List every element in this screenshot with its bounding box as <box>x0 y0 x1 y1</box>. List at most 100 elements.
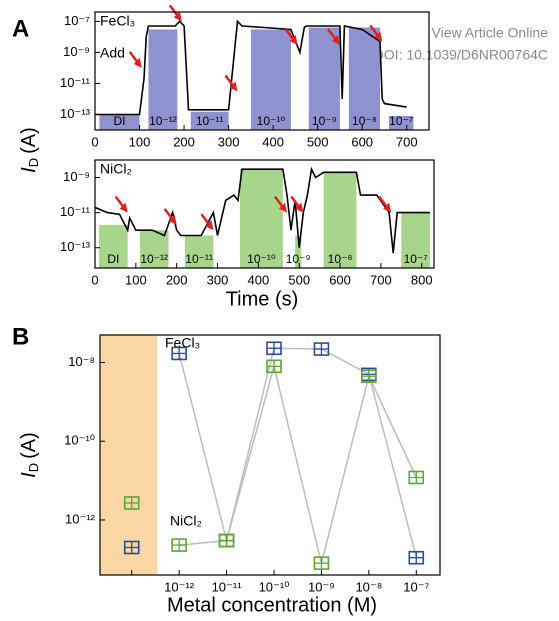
arrow <box>284 28 298 45</box>
arrow-head <box>295 202 304 213</box>
region-label: 10⁻¹⁰ <box>257 114 286 128</box>
arrow-head <box>383 202 392 213</box>
marker <box>313 342 330 356</box>
marker <box>123 540 140 555</box>
x-tick-label: 10⁻¹⁰ <box>259 579 290 594</box>
region <box>308 27 340 130</box>
region-label: 10⁻⁹ <box>312 114 337 128</box>
arrow <box>378 195 392 213</box>
region-label: 10⁻⁹ <box>286 252 311 266</box>
region-label: 10⁻¹² <box>149 114 177 128</box>
arrow <box>200 213 214 231</box>
marker <box>313 556 330 570</box>
region <box>348 27 381 130</box>
region-label: 10⁻⁸ <box>328 252 353 266</box>
x-tick-label: 10⁻⁹ <box>308 579 335 594</box>
x-tick-label: 700 <box>370 272 392 287</box>
x-tick-label: 200 <box>173 134 195 149</box>
marker <box>123 496 140 510</box>
plot-frame <box>94 11 430 131</box>
x-tick-label: 500 <box>307 134 329 149</box>
arrow-head <box>374 31 383 42</box>
x-tick-label: 0 <box>91 272 98 287</box>
y-tick-label: 10⁻⁹ <box>63 169 90 184</box>
y-label-sub: D <box>26 158 41 167</box>
y-axis-label: ID (A) <box>18 127 41 173</box>
region-label: 10⁻⁸ <box>352 114 377 128</box>
y-tick-label: 10⁻⁹ <box>63 44 90 59</box>
connector <box>178 347 418 558</box>
region-label: 10⁻¹¹ <box>185 252 213 266</box>
y-axis-label: ID (A) <box>18 432 41 478</box>
region-label: DI <box>107 252 119 266</box>
x-tick-label: 800 <box>411 272 433 287</box>
marker <box>408 550 425 565</box>
marker <box>171 538 187 552</box>
x-tick-label: 700 <box>396 134 418 149</box>
y-tick-label: 10⁻⁸ <box>68 354 95 369</box>
region-label: 10⁻⁷ <box>404 252 428 266</box>
plot-frame <box>99 334 441 576</box>
region <box>190 111 229 130</box>
x-tick-label: 300 <box>207 272 229 287</box>
x-tick-label: 100 <box>125 272 147 287</box>
y-tick-label: 10⁻¹³ <box>60 239 91 254</box>
x-tick-label: 600 <box>351 134 373 149</box>
arrow <box>128 51 142 68</box>
arrow-head <box>289 34 298 45</box>
y-tick-label: 10⁻¹⁰ <box>64 433 95 448</box>
x-tick-label: 400 <box>248 272 270 287</box>
arrow <box>163 208 177 225</box>
panel-label: A <box>12 15 29 42</box>
x-tick-label: 600 <box>329 272 351 287</box>
x-tick-label: 200 <box>166 272 188 287</box>
annotation: Add <box>100 45 125 61</box>
arrow <box>224 74 238 92</box>
region-label: 10⁻¹¹ <box>196 114 224 128</box>
arrow-head <box>229 81 238 92</box>
arrow-head <box>205 220 214 231</box>
region <box>323 172 357 268</box>
x-tick-label: 500 <box>288 272 310 287</box>
x-tick-label: 100 <box>129 134 151 149</box>
marker <box>218 533 235 548</box>
arrow-head <box>173 11 182 22</box>
region <box>148 29 178 130</box>
marker <box>266 341 282 356</box>
marker <box>266 359 282 374</box>
region <box>99 114 140 130</box>
series-label: FeCl₃ <box>165 335 200 351</box>
region-label: DI <box>113 114 125 128</box>
arrow-head <box>278 202 287 213</box>
series-label: FeCl₃ <box>100 13 135 29</box>
x-tick-label: 10⁻⁸ <box>355 579 382 594</box>
region <box>388 116 414 130</box>
region-label: 10⁻¹⁰ <box>247 252 276 266</box>
region <box>401 212 430 268</box>
region <box>250 29 291 130</box>
view-article-link[interactable]: View Article Online <box>432 25 549 41</box>
shaded-band <box>100 335 158 575</box>
marker <box>408 470 425 485</box>
series-label: NiCl₂ <box>100 161 132 177</box>
arrow <box>114 195 128 213</box>
y-tick-label: 10⁻¹³ <box>60 106 91 121</box>
arrow-head <box>168 214 177 225</box>
panel-label: B <box>12 323 29 350</box>
y-label-unit: (A) <box>18 432 40 459</box>
y-tick-label: 10⁻¹¹ <box>60 75 91 90</box>
region-label: 10⁻⁷ <box>389 114 413 128</box>
arrow-head <box>119 202 128 213</box>
arrow-head <box>133 57 142 68</box>
x-tick-label: 10⁻⁷ <box>403 579 429 594</box>
x-tick-label: 400 <box>262 134 284 149</box>
x-axis-label: Metal concentration (M) <box>167 594 377 616</box>
y-tick-label: 10⁻¹² <box>65 511 96 526</box>
y-label-main: I <box>18 472 40 478</box>
series-label: NiCl₂ <box>170 513 202 529</box>
arrow <box>369 24 383 42</box>
trace <box>95 19 407 116</box>
y-tick-label: 10⁻¹¹ <box>60 204 91 219</box>
y-label-main: I <box>18 167 40 173</box>
